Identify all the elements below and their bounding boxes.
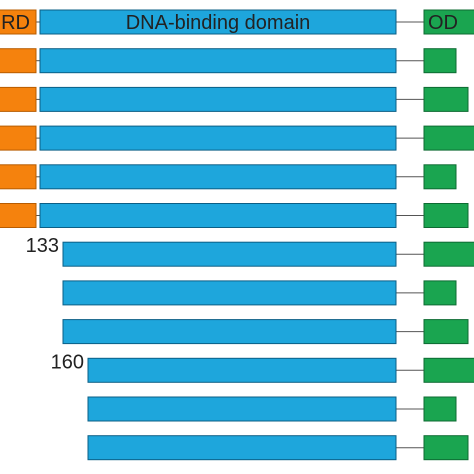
oligomerization-domain-box	[423, 319, 469, 345]
oligomerization-domain-box	[423, 48, 457, 74]
oligomerization-domain-box	[423, 203, 469, 228]
oligomerization-domain-box	[423, 241, 474, 267]
dbd-label: DNA-binding domain	[126, 12, 311, 34]
oligomerization-domain-box	[423, 280, 457, 306]
start-residue-label: 160	[51, 351, 84, 373]
oligomerization-domain-box	[423, 125, 474, 151]
dna-binding-domain-box	[39, 48, 397, 74]
transactivation-domain-box	[0, 86, 37, 112]
dna-binding-domain-box	[62, 241, 397, 267]
td-label: RD	[1, 12, 30, 34]
dna-binding-domain-box	[62, 280, 397, 306]
dna-binding-domain-box	[39, 125, 397, 151]
transactivation-domain-box	[0, 9, 37, 35]
dna-binding-domain-box	[39, 203, 397, 228]
transactivation-domain-box	[0, 203, 37, 228]
oligomerization-domain-box	[423, 357, 474, 383]
dna-binding-domain-box	[39, 164, 397, 190]
dna-binding-domain-box	[87, 435, 397, 461]
dna-binding-domain-box	[39, 86, 397, 112]
dna-binding-domain-box	[87, 396, 397, 422]
oligomerization-domain-box	[423, 9, 474, 35]
transactivation-domain-box	[0, 125, 37, 151]
dna-binding-domain-box	[39, 9, 397, 35]
oligomerization-domain-box	[423, 86, 469, 112]
oligomerization-domain-box	[423, 164, 457, 190]
transactivation-domain-box	[0, 48, 37, 74]
dna-binding-domain-box	[87, 357, 397, 383]
oligomerization-domain-box	[423, 396, 457, 422]
dna-binding-domain-box	[62, 319, 397, 345]
oligomerization-domain-box	[423, 435, 469, 461]
od-label: OD	[428, 12, 458, 34]
transactivation-domain-box	[0, 164, 37, 190]
start-residue-label: 133	[26, 235, 59, 257]
